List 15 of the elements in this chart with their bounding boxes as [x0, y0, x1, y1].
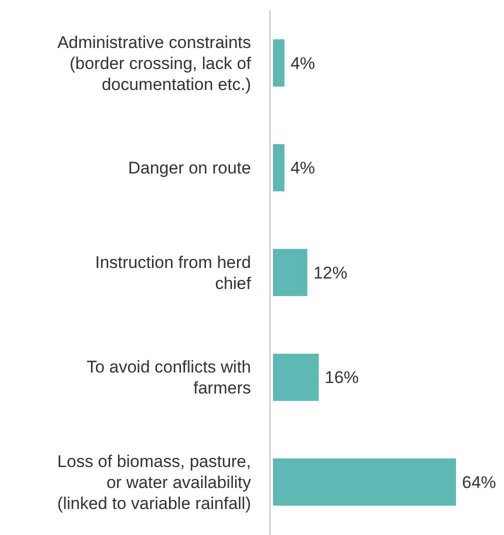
- bar: [273, 39, 284, 86]
- y-tick-label: Loss of biomass, pasture, or water availability (linked to variable rainfall): [57, 452, 252, 514]
- data-label: 16%: [324, 368, 359, 388]
- bar: [273, 248, 308, 296]
- y-tick-label: Administrative constraints (border crossing, lack of documentation etc.): [57, 32, 252, 94]
- y-tick-label: Danger on route: [128, 158, 251, 178]
- data-label: 4%: [290, 158, 316, 178]
- bar: [273, 458, 456, 506]
- bar: [273, 144, 284, 192]
- data-label: 4%: [290, 54, 316, 73]
- data-label: 64%: [462, 473, 496, 492]
- bar: [273, 354, 319, 401]
- y-tick-label: Instruction from herd chief: [95, 252, 252, 293]
- y-tick-label: To avoid conflicts with farmers: [86, 358, 251, 398]
- data-label: 12%: [313, 263, 348, 282]
